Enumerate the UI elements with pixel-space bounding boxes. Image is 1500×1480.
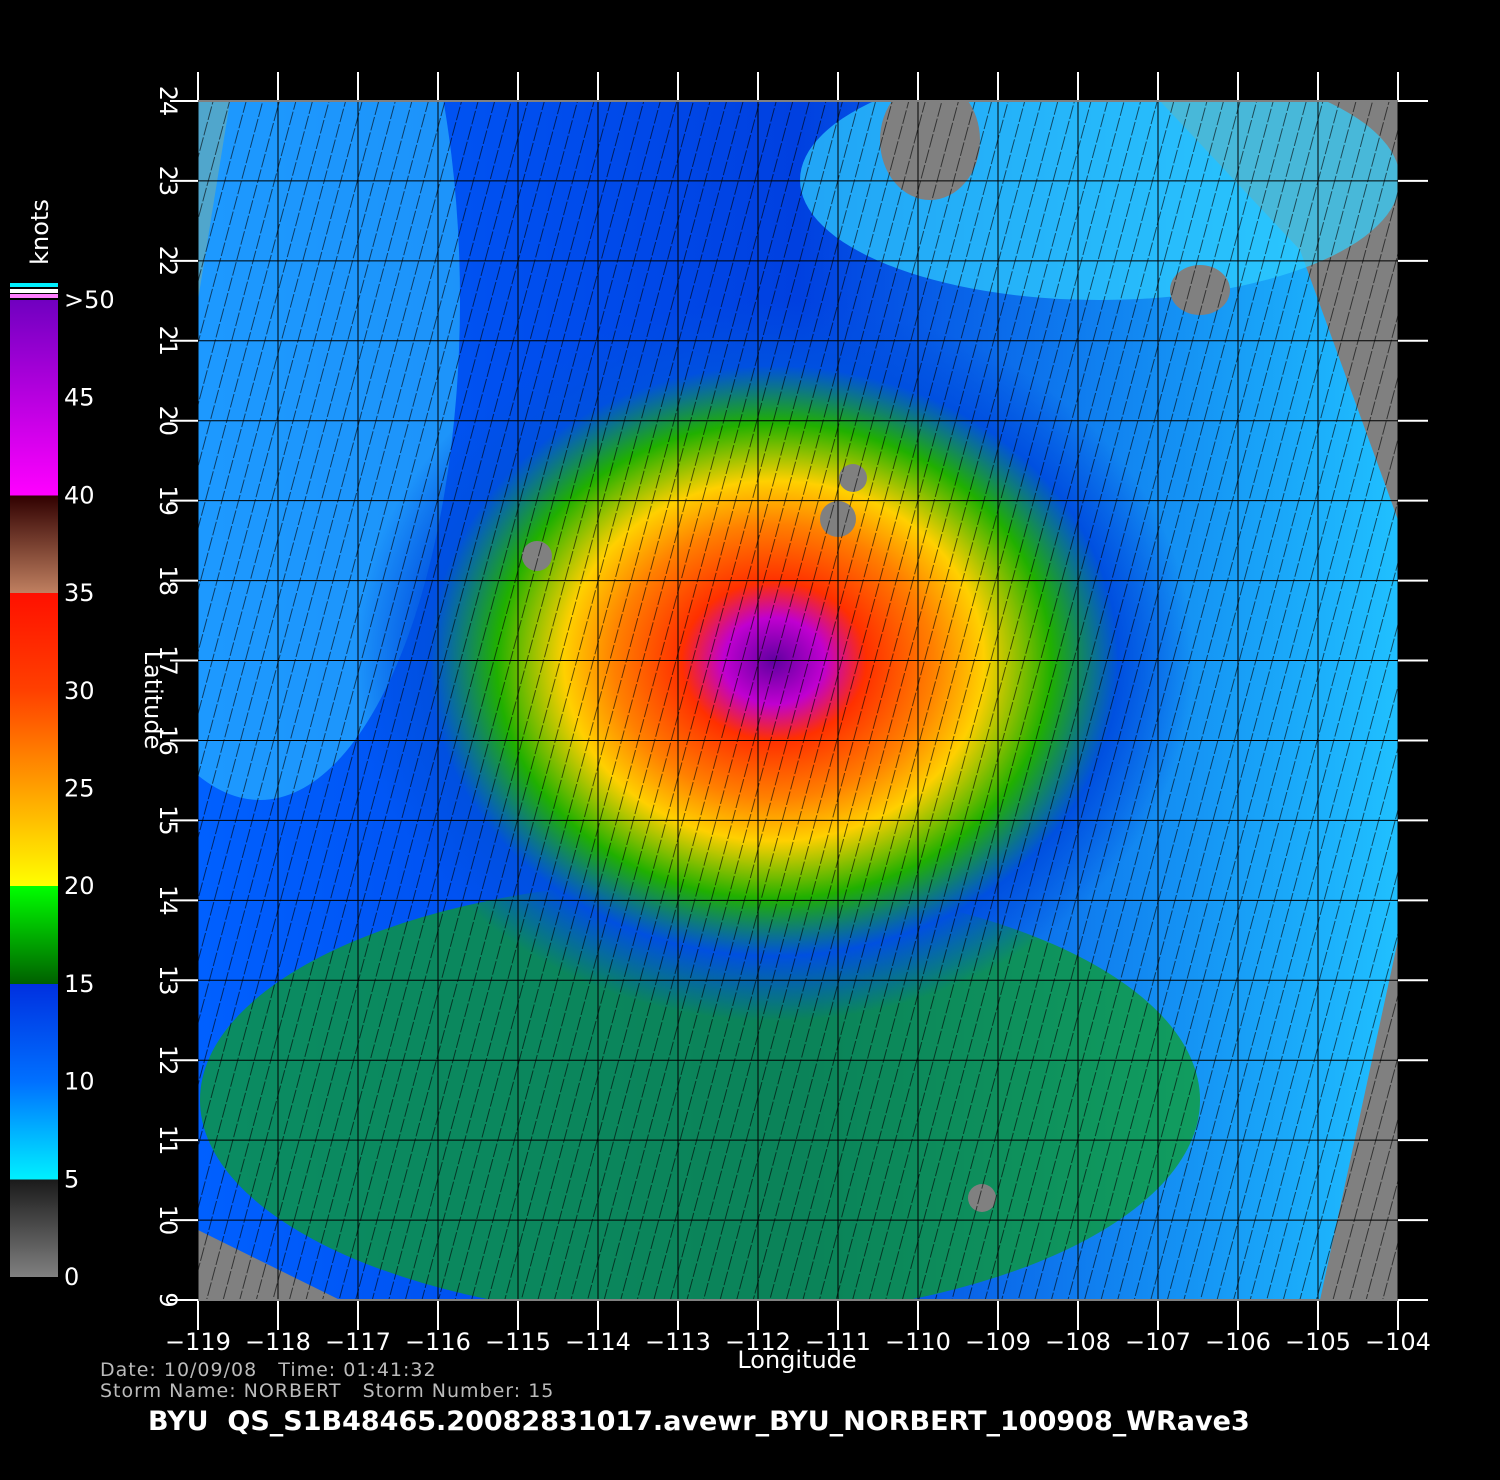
colorbar-label: 35 — [64, 579, 95, 607]
file-name: BYU QS_S1B48465.20082831017.avewr_BYU_NO… — [148, 1406, 1250, 1437]
x-tick-label: −109 — [965, 1328, 1031, 1356]
x-tick-label: −112 — [725, 1328, 791, 1356]
x-tick-label: −118 — [245, 1328, 311, 1356]
x-tick-label: −117 — [325, 1328, 391, 1356]
x-tick-label: −114 — [565, 1328, 631, 1356]
x-tick-label: −107 — [1125, 1328, 1191, 1356]
y-tick-label: 17 — [154, 645, 182, 676]
x-tick-label: −108 — [1045, 1328, 1111, 1356]
x-tick-label: −104 — [1365, 1328, 1431, 1356]
colorbar-cap — [10, 294, 58, 298]
y-tick-label: 9 — [154, 1292, 182, 1307]
x-tick-label: −113 — [645, 1328, 711, 1356]
colorbar-title: knots — [26, 199, 54, 265]
x-tick-label: −115 — [485, 1328, 551, 1356]
y-tick-label: 15 — [154, 805, 182, 836]
colorbar-label: 15 — [64, 970, 95, 998]
y-tick-label: 14 — [154, 885, 182, 916]
y-tick-label: 19 — [154, 485, 182, 516]
x-tick-label: −105 — [1285, 1328, 1351, 1356]
y-tick-label: 16 — [154, 725, 182, 756]
colorbar-cap — [10, 289, 58, 293]
x-axis-label: Longitude — [737, 1346, 856, 1374]
storm-info: Storm Name: NORBERT Storm Number: 15 — [100, 1380, 554, 1402]
x-tick-label: −119 — [165, 1328, 231, 1356]
colorbar-label: >50 — [64, 286, 115, 314]
colorbar-label: 20 — [64, 872, 95, 900]
colorbar-label: 30 — [64, 677, 95, 705]
x-tick-label: −116 — [405, 1328, 471, 1356]
x-tick-label: −111 — [805, 1328, 871, 1356]
x-tick-label: −106 — [1205, 1328, 1271, 1356]
colorbar — [10, 300, 58, 1277]
colorbar-label: 10 — [64, 1068, 95, 1096]
y-axis-label: Latitude — [139, 651, 167, 750]
axes: −119 −118 −117 −116 −115 −114 −113 −112 −111 −110… — [154, 72, 1431, 1356]
y-tick-label: 22 — [154, 246, 182, 277]
y-tick-label: 20 — [154, 405, 182, 436]
y-tick-label: 18 — [154, 565, 182, 596]
y-tick-label: 21 — [154, 326, 182, 357]
x-tick-label: −110 — [885, 1328, 951, 1356]
colorbar-label: 0 — [64, 1263, 79, 1291]
colorbar-label: 25 — [64, 775, 95, 803]
colorbar-cap — [10, 283, 58, 287]
wind-field — [198, 101, 1398, 1300]
y-tick-label: 23 — [154, 166, 182, 197]
colorbar-label: 5 — [64, 1165, 79, 1193]
y-tick-label: 12 — [154, 1045, 182, 1076]
date-time: Date: 10/09/08 Time: 01:41:32 — [100, 1359, 437, 1381]
y-tick-label: 10 — [154, 1205, 182, 1236]
colorbar-label: 40 — [64, 481, 95, 509]
colorbar-label: 45 — [64, 384, 95, 412]
y-tick-label: 11 — [154, 1125, 182, 1156]
y-tick-label: 24 — [154, 86, 182, 117]
y-tick-label: 13 — [154, 965, 182, 996]
